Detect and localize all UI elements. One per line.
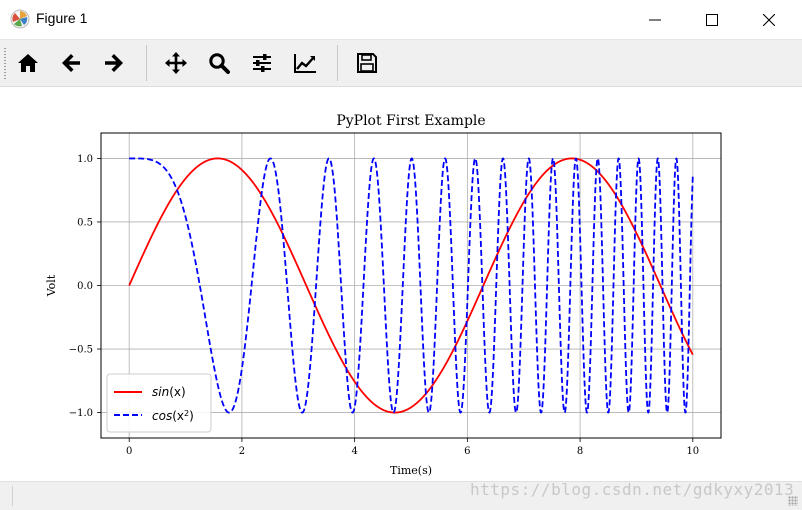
maximize-button[interactable] <box>689 0 735 39</box>
magnifier-icon <box>209 53 230 74</box>
legend-label-cos-sup: 2 <box>184 409 189 418</box>
toolbar-separator <box>146 45 147 81</box>
legend-label-sin: sin(x) <box>152 385 186 399</box>
move-icon <box>165 52 187 74</box>
legend[interactable]: sin(x) cos(x2) <box>106 373 212 433</box>
maximize-icon <box>706 13 718 26</box>
legend-label-cos-arg: (x <box>172 409 184 423</box>
line-chart-icon <box>294 54 316 73</box>
y-tick-label: 0.5 <box>77 217 93 228</box>
toolbar-separator <box>337 45 338 81</box>
legend-label-sin-base: sin <box>152 385 169 399</box>
arrow-right-icon <box>105 54 123 72</box>
y-tick-label: −0.5 <box>69 345 93 356</box>
y-tick-label: 1.0 <box>77 154 93 165</box>
back-button[interactable] <box>54 47 88 79</box>
series-line-cos <box>128 157 694 414</box>
status-bar <box>0 481 802 510</box>
resize-grip[interactable] <box>788 496 798 506</box>
floppy-disk-icon <box>357 53 377 73</box>
legend-label-cos-close: ) <box>189 409 194 423</box>
home-icon <box>18 54 38 72</box>
x-tick-label: 6 <box>464 446 470 457</box>
zoom-button[interactable] <box>202 47 236 79</box>
edit-axes-button[interactable] <box>288 47 322 79</box>
x-tick-label: 2 <box>239 446 245 457</box>
x-axis-label: Time(s) <box>390 464 432 477</box>
toolbar-grip[interactable] <box>4 48 6 80</box>
status-divider <box>12 486 13 506</box>
minimize-icon <box>649 19 661 20</box>
arrow-left-icon <box>62 54 80 72</box>
navigation-toolbar <box>0 40 802 87</box>
legend-label-cos: cos(x2) <box>152 409 194 424</box>
matplotlib-logo-icon <box>10 9 30 29</box>
ticks: 0 2 4 6 8 10 −1.0 −0.5 0.0 0.5 1.0 <box>69 154 699 457</box>
x-tick-label: 10 <box>686 446 699 457</box>
minimize-button[interactable] <box>632 0 678 39</box>
y-axis-label: Volt <box>45 274 58 297</box>
watermark-text: https://blog.csdn.net/gdkyxy2013 <box>470 480 795 499</box>
x-tick-label: 4 <box>351 446 357 457</box>
figure-canvas[interactable]: 0 2 4 6 8 10 −1.0 −0.5 0.0 0.5 1.0 PyPlot First Ex… <box>0 87 802 481</box>
forward-button[interactable] <box>97 47 131 79</box>
pan-button[interactable] <box>159 47 193 79</box>
legend-label-sin-arg: (x) <box>169 385 185 399</box>
window-title: Figure 1 <box>36 10 88 26</box>
line-chart[interactable]: 0 2 4 6 8 10 −1.0 −0.5 0.0 0.5 1.0 PyPlot First Ex… <box>0 87 802 481</box>
legend-box <box>106 373 212 433</box>
title-bar: Figure 1 <box>0 0 802 40</box>
plot-lines <box>128 157 694 414</box>
sliders-icon <box>253 54 271 72</box>
home-button[interactable] <box>11 47 45 79</box>
close-button[interactable] <box>746 0 792 39</box>
x-tick-label: 0 <box>126 446 132 457</box>
subplots-button[interactable] <box>245 47 279 79</box>
close-icon <box>763 13 775 26</box>
y-tick-label: −1.0 <box>69 408 93 419</box>
save-button[interactable] <box>350 47 384 79</box>
chart-title: PyPlot First Example <box>336 113 485 129</box>
y-tick-label: 0.0 <box>77 281 93 292</box>
x-tick-label: 8 <box>577 446 583 457</box>
legend-label-cos-base: cos <box>152 409 172 423</box>
